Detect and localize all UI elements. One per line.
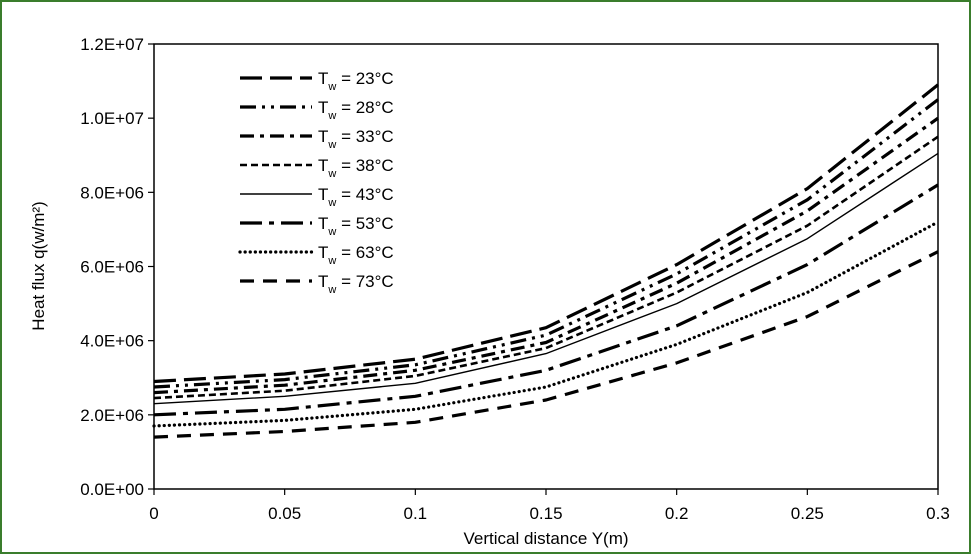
x-axis-title: Vertical distance Y(m) <box>463 529 628 548</box>
y-tick-label: 2.0E+06 <box>80 406 144 425</box>
legend-label-rest: = 38°C <box>336 156 393 175</box>
legend-label-main: T <box>318 98 328 117</box>
x-tick-label: 0.1 <box>404 504 428 523</box>
x-axis-ticks: 0 0.05 0.1 0.15 0.2 0.25 0.3 <box>149 489 950 523</box>
y-tick-label: 4.0E+06 <box>80 332 144 351</box>
legend-label-main: T <box>318 243 328 262</box>
series-line-5 <box>153 183 939 417</box>
legend-label-rest: = 53°C <box>336 214 393 233</box>
y-tick-label: 1.2E+07 <box>80 35 144 54</box>
x-tick-label: 0 <box>149 504 158 523</box>
legend-label-rest: = 73°C <box>336 272 393 291</box>
series-line-3 <box>153 135 939 400</box>
y-tick-label: 6.0E+06 <box>80 258 144 277</box>
legend-label-sub: w <box>327 139 336 151</box>
legend-label-main: T <box>318 127 328 146</box>
legend-label-sub: w <box>327 168 336 180</box>
legend-label-5: Tw = 53°C <box>318 214 394 238</box>
x-tick-label: 0.15 <box>529 504 562 523</box>
legend-label-main: T <box>318 69 328 88</box>
series-line-4 <box>153 152 939 405</box>
series-line-0 <box>153 83 939 384</box>
legend-label-main: T <box>318 156 328 175</box>
series-lines <box>152 83 940 439</box>
legend-label-sub: w <box>327 110 336 122</box>
x-tick-label: 0.25 <box>791 504 824 523</box>
legend-label-main: T <box>318 185 328 204</box>
legend-label-1: Tw = 28°C <box>318 98 394 122</box>
x-tick-label: 0.05 <box>268 504 301 523</box>
legend-label-0: Tw = 23°C <box>318 69 394 93</box>
legend-label-rest: = 33°C <box>336 127 393 146</box>
y-tick-label: 1.0E+07 <box>80 109 144 128</box>
legend: Tw = 23°CTw = 28°CTw = 33°CTw = 38°CTw =… <box>238 69 394 296</box>
y-tick-label: 0.0E+00 <box>80 480 144 499</box>
legend-label-main: T <box>318 272 328 291</box>
series-line-6 <box>152 220 940 428</box>
y-axis-title: Heat flux q(w/m²) <box>29 201 48 330</box>
legend-label-3: Tw = 38°C <box>318 156 394 180</box>
legend-label-sub: w <box>327 255 336 267</box>
legend-label-rest: = 23°C <box>336 69 393 88</box>
legend-label-sub: w <box>327 81 336 93</box>
y-tick-label: 8.0E+06 <box>80 183 144 202</box>
series-line-1 <box>153 98 939 389</box>
legend-label-sub: w <box>327 284 336 296</box>
x-tick-label: 0.3 <box>926 504 950 523</box>
legend-label-4: Tw = 43°C <box>318 185 394 209</box>
series-line-2 <box>153 116 939 395</box>
legend-label-7: Tw = 73°C <box>318 272 394 296</box>
x-tick-label: 0.2 <box>665 504 689 523</box>
legend-label-main: T <box>318 214 328 233</box>
legend-label-sub: w <box>327 197 336 209</box>
legend-label-2: Tw = 33°C <box>318 127 394 151</box>
legend-label-rest: = 63°C <box>336 243 393 262</box>
series-line-7 <box>153 250 939 439</box>
y-axis-ticks: 0.0E+00 2.0E+06 4.0E+06 6.0E+06 8.0E+06 1.0E+… <box>80 35 154 499</box>
legend-label-sub: w <box>327 226 336 238</box>
legend-label-rest: = 28°C <box>336 98 393 117</box>
legend-label-rest: = 43°C <box>336 185 393 204</box>
legend-label-6: Tw = 63°C <box>318 243 394 267</box>
